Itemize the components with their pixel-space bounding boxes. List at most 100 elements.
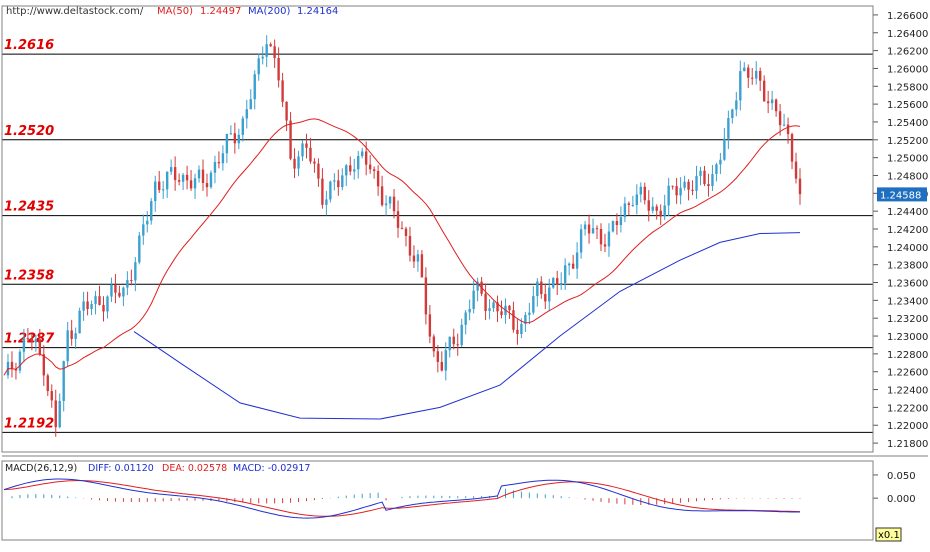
candle-body [134, 262, 137, 281]
candle-body [456, 344, 459, 346]
candle-body [245, 109, 248, 119]
candle-body [333, 180, 336, 182]
y-tick-label: 1.23200 [887, 314, 928, 325]
candle-body [412, 255, 416, 262]
candle-body [516, 329, 519, 335]
candle-body [329, 181, 332, 200]
candle-body [798, 178, 802, 195]
candle-body [532, 296, 535, 313]
candle-body [380, 186, 384, 206]
y-tick-label: 1.24400 [887, 207, 928, 218]
y-tick-label: 1.22000 [887, 421, 928, 432]
ma50-label: MA(50) [157, 6, 193, 17]
candle-body [130, 280, 133, 282]
y-tick-label: 1.22600 [887, 368, 928, 379]
candle-body [691, 189, 694, 191]
candle-body [723, 138, 726, 160]
y-tick-label: 1.22200 [887, 403, 928, 414]
candle-body [703, 170, 706, 185]
candle-body [154, 181, 157, 202]
candle-body [432, 336, 436, 352]
candle-body [66, 330, 69, 362]
candle-body [345, 165, 348, 176]
candle-body [452, 336, 455, 345]
candle-body [619, 217, 623, 226]
macd-title: MACD(26,12,9) [5, 463, 77, 474]
candle-body [361, 151, 364, 157]
candle-body [520, 323, 523, 335]
candle-body [150, 201, 153, 221]
candle-body [90, 304, 93, 310]
candle-body [201, 169, 205, 184]
candle-body [770, 99, 774, 104]
candle-body [301, 143, 304, 157]
candle-body [524, 314, 527, 324]
candle-body [281, 80, 284, 102]
candle-body [659, 210, 662, 217]
candle-body [575, 252, 579, 269]
level-label: 1.2616 [4, 38, 54, 53]
candle-body [126, 280, 129, 288]
current-price-box [877, 187, 927, 202]
candle-body [392, 196, 396, 212]
candle-body [158, 181, 161, 191]
ma50-line [3, 118, 801, 376]
candle-body [78, 310, 81, 334]
candle-body [34, 339, 38, 343]
y-tick-label: 1.25400 [887, 118, 928, 129]
candle-body [46, 375, 49, 392]
candle-body [615, 220, 619, 226]
candle-body [500, 311, 503, 316]
level-label: 1.2520 [4, 124, 54, 139]
candle-body [18, 351, 22, 371]
candle-body [70, 330, 73, 339]
candle-body [774, 99, 778, 112]
candle-body [177, 180, 181, 182]
current-price-label: 1.24588 [880, 190, 921, 201]
candle-body [492, 302, 495, 309]
candle-body [376, 170, 380, 187]
candle-body [229, 133, 233, 135]
candle-body [428, 314, 432, 337]
candle-body [436, 351, 440, 362]
candle-body [169, 167, 173, 172]
level-label: 1.2192 [4, 416, 54, 431]
ma200-line [133, 232, 801, 420]
candle-body [591, 228, 595, 234]
candle-body [567, 263, 571, 266]
level-label: 1.2287 [4, 332, 55, 347]
candle-body [213, 162, 217, 173]
macd-value-label: MACD: -0.02917 [233, 463, 310, 474]
candle-body [146, 220, 149, 225]
y-tick-label: 1.26400 [887, 29, 928, 40]
candle-body [424, 277, 428, 315]
candle-body [142, 224, 145, 236]
candle-body [540, 281, 543, 295]
candle-body [556, 278, 559, 285]
ma200-label: MA(200) [248, 6, 290, 17]
candle-body [607, 231, 611, 247]
candle-body [297, 156, 300, 169]
candle-body [26, 338, 30, 340]
y-tick-label: 1.23000 [887, 332, 928, 343]
candle-body [460, 324, 463, 346]
y-tick-label: 1.23600 [887, 279, 928, 290]
candle-body [639, 186, 642, 195]
candle-body [778, 111, 782, 126]
candle-body [241, 118, 244, 135]
candle-body [321, 178, 324, 205]
price-panel-frame [1, 5, 874, 453]
candle-body [476, 281, 479, 291]
candle-body [655, 206, 658, 211]
candle-body [687, 181, 690, 190]
candle-body [14, 369, 18, 371]
candle-body [221, 153, 225, 164]
candle-body [671, 185, 674, 187]
candle-body [743, 67, 746, 72]
candle-body [571, 263, 575, 269]
candle-body [484, 293, 487, 312]
candle-body [50, 391, 53, 401]
candle-body [679, 187, 682, 196]
macd-dea-line [3, 480, 801, 517]
candle-body [488, 308, 491, 312]
